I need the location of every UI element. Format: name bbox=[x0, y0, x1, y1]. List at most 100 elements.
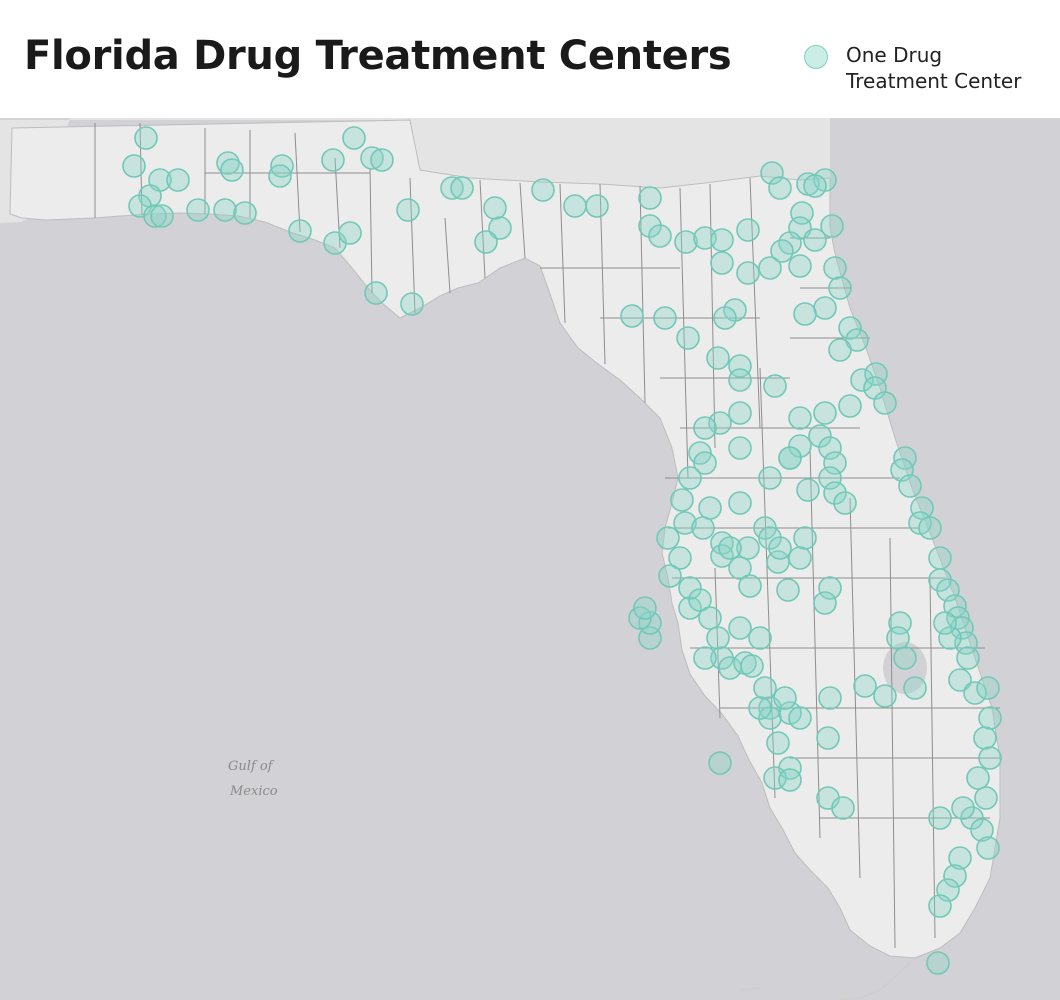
treatment-center-marker[interactable] bbox=[978, 706, 1002, 730]
treatment-center-marker[interactable] bbox=[898, 474, 922, 498]
treatment-center-marker[interactable] bbox=[933, 611, 957, 635]
treatment-center-marker[interactable] bbox=[763, 374, 787, 398]
treatment-center-marker[interactable] bbox=[778, 446, 802, 470]
treatment-center-marker[interactable] bbox=[788, 434, 812, 458]
treatment-center-marker[interactable] bbox=[928, 546, 952, 570]
treatment-center-marker[interactable] bbox=[758, 466, 782, 490]
treatment-center-marker[interactable] bbox=[820, 214, 844, 238]
treatment-center-marker[interactable] bbox=[951, 796, 975, 820]
treatment-center-marker[interactable] bbox=[976, 836, 1000, 860]
treatment-center-marker[interactable] bbox=[808, 424, 832, 448]
treatment-center-marker[interactable] bbox=[974, 786, 998, 810]
treatment-center-marker[interactable] bbox=[768, 176, 792, 200]
treatment-center-marker[interactable] bbox=[678, 576, 702, 600]
treatment-center-marker[interactable] bbox=[150, 204, 174, 228]
treatment-center-marker[interactable] bbox=[928, 806, 952, 830]
treatment-center-marker[interactable] bbox=[948, 846, 972, 870]
treatment-center-marker[interactable] bbox=[728, 401, 752, 425]
treatment-center-marker[interactable] bbox=[563, 194, 587, 218]
treatment-center-marker[interactable] bbox=[796, 478, 820, 502]
treatment-center-marker[interactable] bbox=[978, 746, 1002, 770]
treatment-center-marker[interactable] bbox=[956, 646, 980, 670]
treatment-center-marker[interactable] bbox=[873, 391, 897, 415]
treatment-center-marker[interactable] bbox=[440, 176, 464, 200]
treatment-center-marker[interactable] bbox=[748, 626, 772, 650]
treatment-center-marker[interactable] bbox=[828, 338, 852, 362]
treatment-center-marker[interactable] bbox=[728, 616, 752, 640]
treatment-center-marker[interactable] bbox=[620, 304, 644, 328]
treatment-center-marker[interactable] bbox=[648, 224, 672, 248]
treatment-center-marker[interactable] bbox=[948, 668, 972, 692]
treatment-center-marker[interactable] bbox=[818, 686, 842, 710]
treatment-center-marker[interactable] bbox=[166, 168, 190, 192]
treatment-center-marker[interactable] bbox=[970, 818, 994, 842]
treatment-center-marker[interactable] bbox=[364, 281, 388, 305]
treatment-center-marker[interactable] bbox=[738, 574, 762, 598]
treatment-center-marker[interactable] bbox=[813, 591, 837, 615]
treatment-center-marker[interactable] bbox=[828, 276, 852, 300]
treatment-center-marker[interactable] bbox=[938, 626, 962, 650]
treatment-center-marker[interactable] bbox=[658, 564, 682, 588]
treatment-center-marker[interactable] bbox=[736, 261, 760, 285]
treatment-center-marker[interactable] bbox=[656, 526, 680, 550]
treatment-center-marker[interactable] bbox=[963, 681, 987, 705]
treatment-center-marker[interactable] bbox=[638, 186, 662, 210]
treatment-center-marker[interactable] bbox=[766, 731, 790, 755]
treatment-center-marker[interactable] bbox=[833, 491, 857, 515]
treatment-center-marker[interactable] bbox=[288, 219, 312, 243]
map-area[interactable]: Gulf of Mexico bbox=[0, 118, 1060, 1000]
treatment-center-marker[interactable] bbox=[838, 316, 862, 340]
treatment-center-marker[interactable] bbox=[758, 256, 782, 280]
treatment-center-marker[interactable] bbox=[793, 302, 817, 326]
treatment-center-marker[interactable] bbox=[838, 394, 862, 418]
treatment-center-marker[interactable] bbox=[776, 578, 800, 602]
treatment-center-marker[interactable] bbox=[966, 766, 990, 790]
treatment-center-marker[interactable] bbox=[718, 536, 742, 560]
treatment-center-marker[interactable] bbox=[888, 611, 912, 635]
treatment-center-marker[interactable] bbox=[773, 686, 797, 710]
treatment-center-marker[interactable] bbox=[960, 806, 984, 830]
treatment-center-marker[interactable] bbox=[728, 354, 752, 378]
treatment-center-marker[interactable] bbox=[813, 401, 837, 425]
treatment-center-marker[interactable] bbox=[788, 406, 812, 430]
treatment-center-marker[interactable] bbox=[728, 556, 752, 580]
treatment-center-marker[interactable] bbox=[693, 226, 717, 250]
treatment-center-marker[interactable] bbox=[693, 451, 717, 475]
treatment-center-marker[interactable] bbox=[873, 684, 897, 708]
treatment-center-marker[interactable] bbox=[850, 368, 874, 392]
treatment-center-marker[interactable] bbox=[748, 696, 772, 720]
treatment-center-marker[interactable] bbox=[706, 346, 730, 370]
treatment-center-marker[interactable] bbox=[760, 161, 784, 185]
treatment-center-marker[interactable] bbox=[633, 596, 657, 620]
treatment-center-marker[interactable] bbox=[818, 466, 842, 490]
treatment-center-marker[interactable] bbox=[788, 706, 812, 730]
treatment-center-marker[interactable] bbox=[268, 164, 292, 188]
treatment-center-marker[interactable] bbox=[793, 526, 817, 550]
treatment-center-marker[interactable] bbox=[790, 201, 814, 225]
treatment-center-marker[interactable] bbox=[186, 198, 210, 222]
treatment-center-marker[interactable] bbox=[710, 251, 734, 275]
treatment-center-marker[interactable] bbox=[653, 306, 677, 330]
treatment-center-marker[interactable] bbox=[134, 126, 158, 150]
treatment-center-marker[interactable] bbox=[488, 216, 512, 240]
treatment-center-marker[interactable] bbox=[698, 496, 722, 520]
treatment-center-marker[interactable] bbox=[818, 436, 842, 460]
treatment-center-marker[interactable] bbox=[823, 481, 847, 505]
treatment-center-marker[interactable] bbox=[668, 546, 692, 570]
treatment-center-marker[interactable] bbox=[973, 726, 997, 750]
treatment-center-marker[interactable] bbox=[928, 894, 952, 918]
treatment-center-marker[interactable] bbox=[770, 239, 794, 263]
treatment-center-marker[interactable] bbox=[728, 491, 752, 515]
treatment-center-marker[interactable] bbox=[943, 864, 967, 888]
treatment-center-marker[interactable] bbox=[768, 536, 792, 560]
treatment-center-marker[interactable] bbox=[321, 148, 345, 172]
treatment-center-marker[interactable] bbox=[673, 511, 697, 535]
treatment-center-marker[interactable] bbox=[903, 676, 927, 700]
treatment-center-marker[interactable] bbox=[710, 228, 734, 252]
treatment-center-marker[interactable] bbox=[122, 154, 146, 178]
treatment-center-marker[interactable] bbox=[706, 626, 730, 650]
treatment-center-marker[interactable] bbox=[143, 204, 167, 228]
treatment-center-marker[interactable] bbox=[674, 230, 698, 254]
treatment-center-marker[interactable] bbox=[708, 411, 732, 435]
treatment-center-marker[interactable] bbox=[853, 674, 877, 698]
